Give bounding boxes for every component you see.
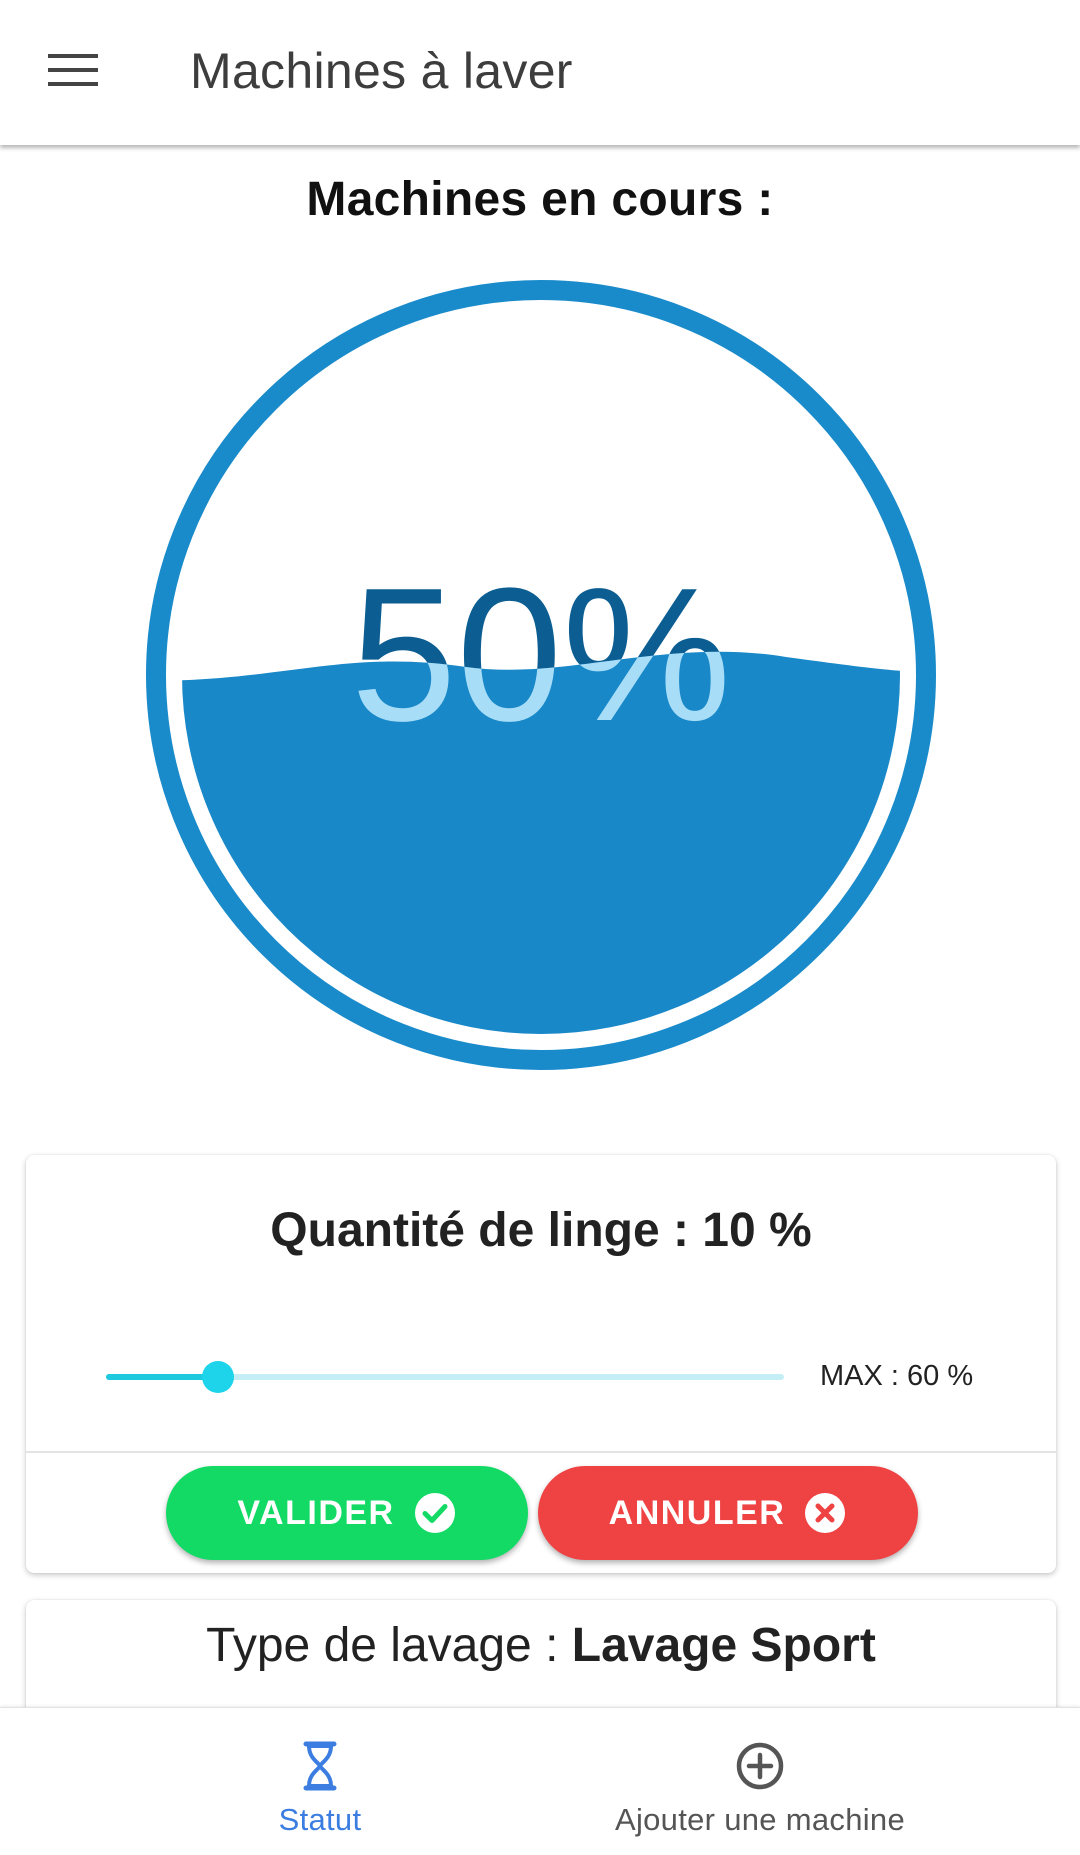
- wash-type-value: Lavage Sport: [571, 1619, 876, 1672]
- quantity-card: Quantité de linge : 10 % MAX : 60 % VALI…: [26, 1155, 1056, 1573]
- nav-label-add-machine: Ajouter une machine: [614, 1802, 906, 1837]
- bottom-navigation: Statut Ajouter une machine: [0, 1707, 1080, 1855]
- nav-item-statut[interactable]: Statut: [220, 1708, 420, 1855]
- progress-gauge: 50% 50%: [146, 280, 936, 1070]
- quantity-title: Quantité de linge : 10 %: [270, 1204, 812, 1257]
- slider-fill: [106, 1374, 218, 1380]
- gauge-percent-text-overlay: 50%: [351, 549, 731, 761]
- gauge-water: [182, 651, 900, 1034]
- app-bar: Machines à laver: [0, 0, 1080, 145]
- menu-button[interactable]: [28, 36, 118, 108]
- close-circle-icon: [803, 1491, 847, 1535]
- check-circle-icon: [413, 1491, 457, 1535]
- nav-label-statut: Statut: [278, 1802, 362, 1837]
- validate-button[interactable]: VALIDER: [166, 1466, 528, 1560]
- quantity-slider[interactable]: [106, 1361, 784, 1393]
- wash-type-label: Type de lavage :: [206, 1619, 572, 1672]
- add-circle-icon: [732, 1738, 788, 1794]
- slider-thumb[interactable]: [202, 1361, 234, 1393]
- wash-type-title: Type de lavage : Lavage Sport: [26, 1618, 1056, 1673]
- slider-max-label: MAX : 60 %: [820, 1360, 974, 1392]
- card-divider: [26, 1451, 1056, 1453]
- validate-button-label: VALIDER: [237, 1493, 395, 1532]
- hourglass-icon: [292, 1738, 348, 1794]
- nav-item-add-machine[interactable]: Ajouter une machine: [560, 1708, 960, 1855]
- page-title: Machines à laver: [190, 43, 573, 99]
- menu-icon: [48, 53, 98, 92]
- cancel-button-label: ANNULER: [608, 1493, 786, 1532]
- gauge-ring: [146, 280, 936, 1070]
- cancel-button[interactable]: ANNULER: [538, 1466, 918, 1560]
- section-title: Machines en cours :: [306, 173, 774, 226]
